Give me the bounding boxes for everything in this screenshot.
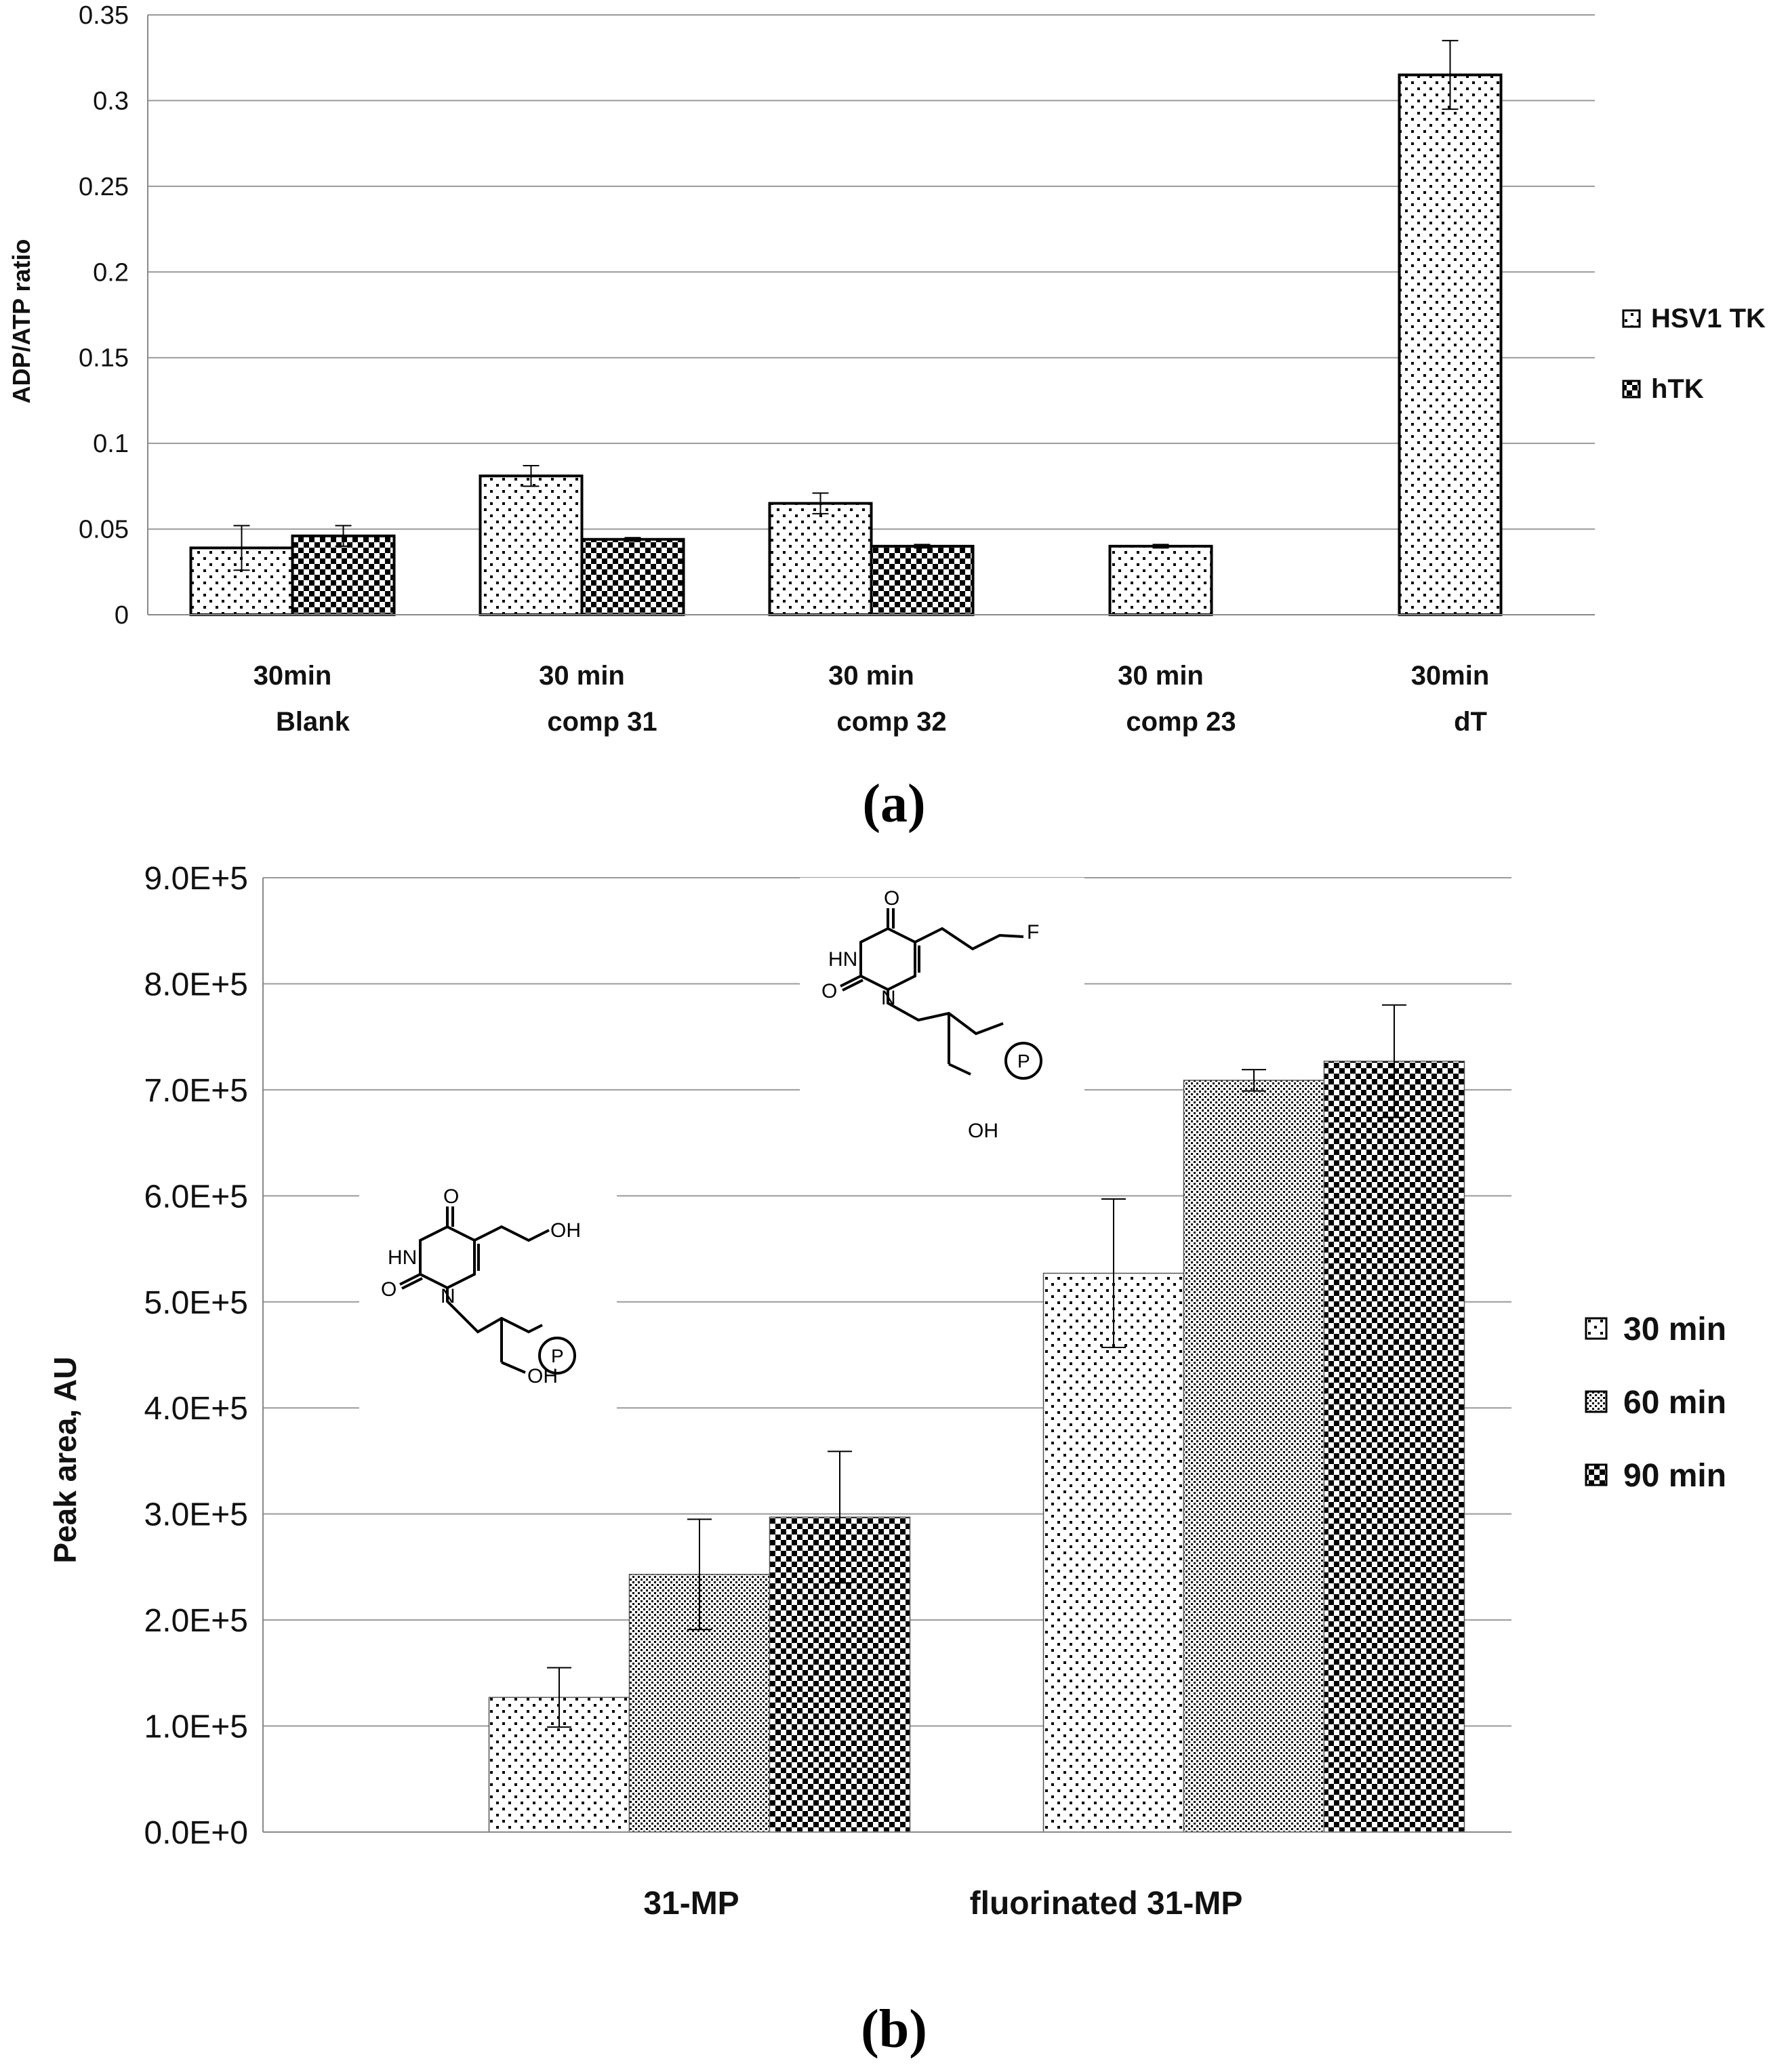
bar-a-hsv1-tk-comp-23 [1108,544,1213,616]
structure-1-hn: HN [388,1246,417,1269]
panel-b-y-tick-label: 7.0E+5 [144,1073,248,1109]
panel-b-x-tick-labels: 31-MP fluorinated 31-MP [643,1886,1242,1922]
structure-1-n: N [441,1285,455,1307]
errorbar-a-hsv1-tk-comp-23 [1152,544,1169,549]
legend-b-swatch-30-min [1585,1317,1608,1340]
legend-a-swatch-hsv1-tk [1622,309,1641,328]
x-label-name-comp-31: comp 31 [547,707,657,737]
bar-a-htk-comp-32 [870,544,975,616]
panel-b-y-tick-label: 3.0E+5 [144,1497,248,1533]
bar-b-30-min-fluorinated-31-mp [1042,1272,1185,1833]
errorbar-a-htk-comp-31 [624,537,641,542]
panel-b-y-tick-label: 1.0E+5 [144,1709,248,1745]
panel-b-y-tick-label: 4.0E+5 [144,1391,248,1427]
structure-2-diagram: O HN O N F P OH [800,878,1084,1162]
panel-b-legend: 30 min 60 min 90 min [1585,1312,1726,1494]
x-label-31-mp: 31-MP [643,1886,739,1922]
panel-a-y-tick-label: 0.15 [79,344,129,373]
x-label-time-comp-32: 30 min [828,661,914,691]
legend-b-swatch-90-min [1585,1463,1608,1486]
bar-a-htk-blank [291,534,396,617]
errorbar-b-60-min-fluorinated-31-mp [1242,1069,1266,1092]
panel-b-y-tick-label: 8.0E+5 [144,967,248,1002]
errorbar-a-hsv1-tk-comp-32 [812,492,829,514]
panel-b-y-tick-label: 9.0E+5 [144,861,248,897]
errorbar-a-htk-blank [335,525,352,547]
x-label-name-comp-32: comp 32 [836,707,946,737]
panel-a-y-tick-label: 0.3 [93,87,129,115]
panel-b-chart: 0.0E+0 1.0E+5 2.0E+5 3.0E+5 4.0E+5 5.0E+5 6.0E… [47,861,1726,2059]
errorbar-a-htk-comp-32 [914,544,931,549]
panel-b-y-tick-labels: 0.0E+0 1.0E+5 2.0E+5 3.0E+5 4.0E+5 5.0E+5 6.0E… [144,861,248,1851]
structure-2-carbonyl-o: O [884,887,899,910]
panel-a-y-tick-label: 0.25 [79,173,129,201]
bar-a-hsv1-tk-comp-31 [479,474,584,617]
legend-a-label-hsv1-tk: HSV1 TK [1651,304,1766,333]
structure-1-diagram: O HN O N OH P OH [359,1166,617,1444]
structure-1-carbonyl-o: O [443,1185,459,1208]
errorbar-b-60-min-31-mp [687,1518,712,1631]
legend-b-label-60-min: 60 min [1623,1385,1726,1421]
structure-2-substituent: F [1027,921,1039,943]
panel-a-x-tick-labels: 30min Blank 30 min comp 31 30 min comp 32 30 m… [253,661,1490,737]
panel-b-y-tick-label: 2.0E+5 [144,1603,248,1639]
x-label-time-comp-23: 30 min [1118,661,1204,691]
x-label-time-dt: 30min [1411,661,1490,691]
panel-b-y-tick-label: 6.0E+5 [144,1179,248,1215]
bar-a-htk-comp-31 [580,537,685,616]
bar-b-60-min-fluorinated-31-mp [1183,1080,1325,1833]
panel-b-bars [263,1004,1511,1833]
bar-a-hsv1-tk-comp-32 [768,502,873,617]
structure-2-hydroxyl: OH [968,1120,998,1142]
structure-1-phosphate: P [551,1345,564,1366]
legend-b-label-90-min: 90 min [1623,1458,1726,1494]
x-label-name-comp-23: comp 23 [1126,707,1236,737]
bar-a-hsv1-tk-dt [1398,73,1503,616]
structure-2-carbonyl-o-2: O [821,980,837,1002]
panel-a-y-tick-label: 0.35 [79,1,129,30]
panel-b-y-tick-label: 5.0E+5 [144,1285,248,1321]
legend-a-swatch-htk [1622,380,1641,399]
structure-2-hn: HN [828,948,857,971]
x-label-fluorinated-31-mp: fluorinated 31-MP [970,1886,1243,1922]
panel-a-gridlines [148,14,1595,615]
x-label-time-blank: 30min [253,661,332,691]
panel-b-y-axis-label: Peak area, AU [47,1356,83,1563]
panel-a-label: (a) [862,774,925,834]
bar-b-90-min-fluorinated-31-mp [1323,1060,1465,1833]
panel-a-y-tick-label: 0.05 [79,516,129,544]
panel-a-chart: 0 0.05 0.1 0.15 0.2 0.25 0.3 0.35 30min Blank 30 … [7,1,1766,834]
panel-a-y-tick-label: 0.1 [93,430,129,458]
errorbar-a-hsv1-tk-dt [1442,39,1459,110]
panel-a-y-tick-labels: 0 0.05 0.1 0.15 0.2 0.25 0.3 0.35 [79,1,129,630]
errorbar-b-30-min-fluorinated-31-mp [1101,1198,1126,1349]
structure-1-carbonyl-o-2: O [381,1278,397,1301]
structure-1-substituent: OH [550,1219,581,1242]
panel-a-y-tick-label: 0.2 [93,258,129,287]
x-label-name-blank: Blank [276,707,350,737]
errorbar-b-30-min-31-mp [547,1667,571,1728]
x-label-time-comp-31: 30 min [539,661,625,691]
errorbar-a-hsv1-tk-comp-31 [523,465,540,487]
structure-2-phosphate: P [1017,1051,1030,1072]
legend-b-swatch-60-min [1585,1390,1608,1413]
panel-a-bars [148,39,1595,617]
errorbar-b-90-min-fluorinated-31-mp [1382,1004,1406,1118]
legend-b-label-30-min: 30 min [1623,1312,1726,1347]
panel-a-legend: HSV1 TK hTK [1622,304,1766,404]
x-label-name-dt: dT [1454,707,1487,737]
legend-a-label-htk: hTK [1651,374,1704,404]
structure-1-hydroxyl: OH [527,1365,558,1387]
errorbar-a-hsv1-tk-blank [233,525,250,571]
panel-a-y-tick-label: 0 [115,601,129,630]
panel-a-y-axis-label: ADP/ATP ratio [7,239,35,404]
panel-b-label: (b) [861,1999,927,2059]
errorbar-b-90-min-31-mp [828,1450,852,1584]
structure-2-n: N [881,987,896,1009]
panel-b-y-tick-label: 0.0E+0 [144,1815,248,1851]
